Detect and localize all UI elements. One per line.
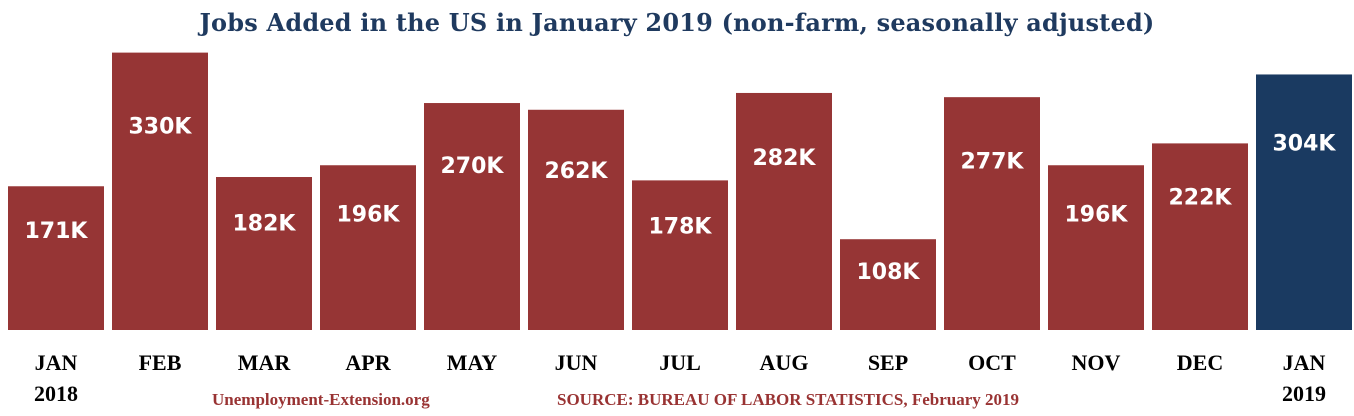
bar-8 [840,239,936,330]
bar-0 [8,186,104,330]
bar-11 [1152,143,1248,330]
bar-value-label-7: 282K [753,146,817,171]
bars-layer [8,52,1352,331]
bar-value-label-9: 277K [961,149,1025,174]
bar-6 [632,180,728,330]
value-labels-layer: 171K 330K 182K 196K 270K 262K 178K 282K 108K 277K… [25,115,1337,286]
bar-value-label-1: 330K [129,115,193,140]
category-label-0-1: 2018 [34,381,78,406]
category-label-11-0: DEC [1177,350,1223,375]
bar-9 [944,97,1040,330]
bar-value-label-6: 178K [649,214,713,239]
category-label-0-0: JAN [35,350,78,375]
category-label-1-0: FEB [139,350,182,375]
bar-value-label-10: 196K [1065,202,1129,227]
bar-5 [528,109,624,330]
bar-value-label-12: 304K [1273,132,1337,157]
bar-7 [736,92,832,331]
category-label-2-0: MAR [238,350,292,375]
bar-1 [112,52,208,330]
chart-title: Jobs Added in the US in January 2019 (no… [199,8,1155,37]
category-label-5-0: JUN [555,350,598,375]
bar-value-label-5: 262K [545,159,609,184]
category-label-7-0: AUG [760,350,809,375]
category-label-6-0: JUL [659,350,701,375]
category-label-8-0: SEP [868,350,908,375]
bar-value-label-8: 108K [857,260,921,285]
bar-12 [1256,74,1352,330]
bar-value-label-3: 196K [337,202,401,227]
category-labels-layer: JAN 2018 FEB MAR APR MAY JUN JUL AUG SEP OCT NOV DEC… [34,350,1326,406]
category-label-9-0: OCT [968,350,1016,375]
bar-value-label-11: 222K [1169,185,1233,210]
bar-10 [1048,165,1144,330]
bar-3 [320,165,416,330]
bar-value-label-4: 270K [441,154,505,179]
bar-value-label-0: 171K [25,219,89,244]
footer-source: SOURCE: BUREAU OF LABOR STATISTICS, Febr… [557,390,1019,409]
bar-2 [216,177,312,330]
category-label-4-0: MAY [447,350,498,375]
category-label-12-1: 2019 [1282,381,1326,406]
category-label-10-0: NOV [1072,350,1121,375]
category-label-3-0: APR [345,350,391,375]
bar-4 [424,103,520,330]
footer-site: Unemployment-Extension.org [212,390,430,409]
bar-value-label-2: 182K [233,212,297,237]
category-label-12-0: JAN [1283,350,1326,375]
